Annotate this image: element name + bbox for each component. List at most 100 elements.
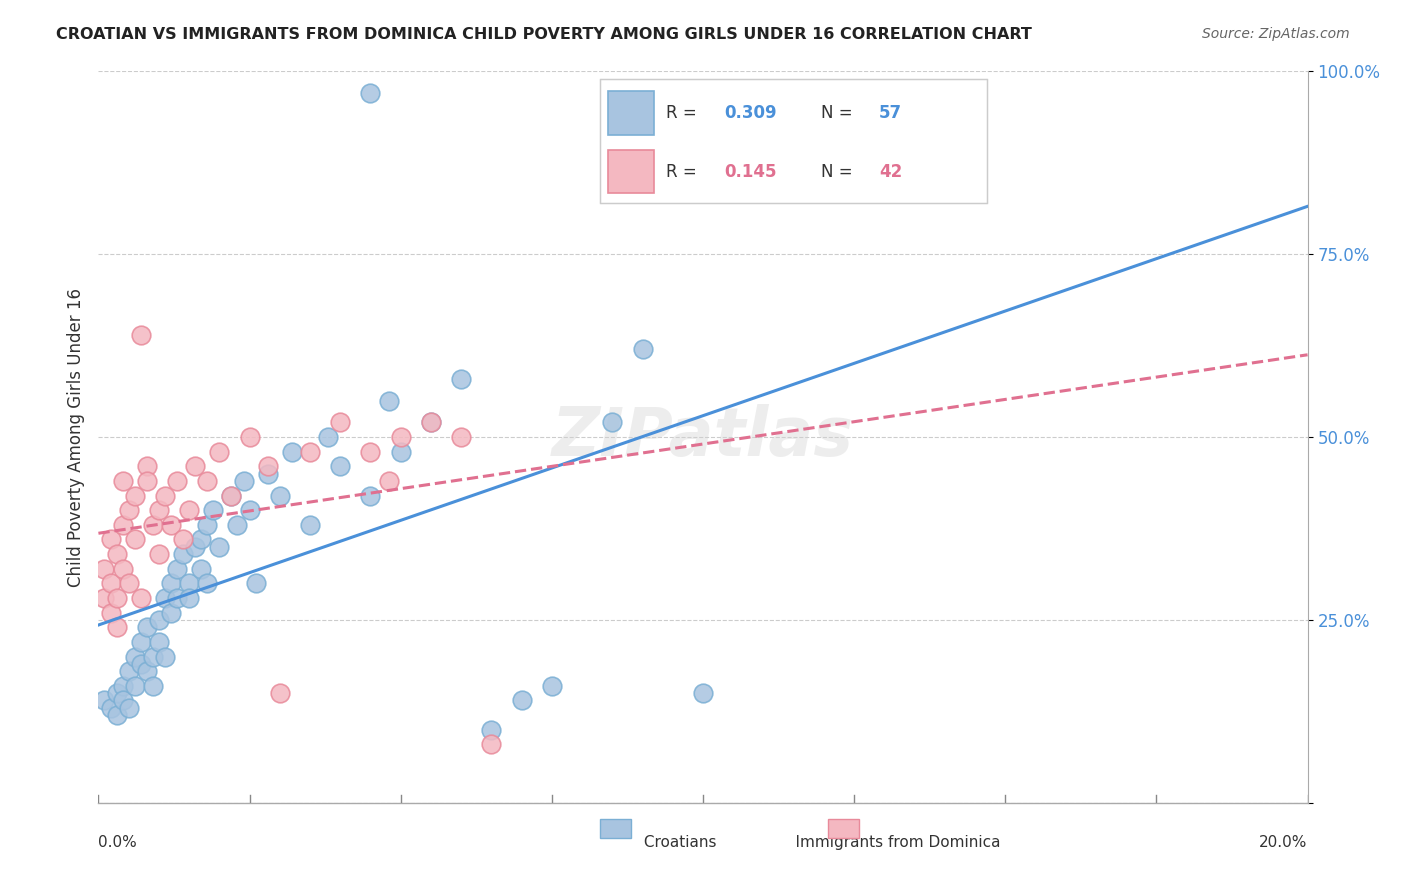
Point	[153, 489, 176, 503]
Point	[256, 467, 278, 481]
Point	[195, 474, 218, 488]
Point	[93, 693, 115, 707]
Point	[129, 327, 152, 342]
Point	[129, 635, 152, 649]
Point	[202, 503, 225, 517]
Point	[245, 576, 267, 591]
Point	[481, 723, 503, 737]
Point	[124, 649, 146, 664]
Point	[148, 635, 170, 649]
Point	[124, 489, 146, 503]
Point	[100, 606, 122, 620]
Point	[329, 416, 352, 430]
Point	[100, 700, 122, 714]
Point	[166, 562, 188, 576]
Point	[172, 547, 194, 561]
Point	[179, 591, 201, 605]
Point	[360, 444, 382, 458]
Point	[377, 474, 399, 488]
Point	[232, 474, 254, 488]
Point	[481, 737, 503, 751]
Point	[510, 693, 533, 707]
Text: ZIPatlas: ZIPatlas	[553, 404, 853, 470]
Point	[111, 474, 134, 488]
Point	[450, 371, 472, 385]
Text: Immigrants from Dominica: Immigrants from Dominica	[776, 835, 1000, 850]
Point	[179, 503, 201, 517]
Point	[360, 489, 382, 503]
Point	[93, 591, 115, 605]
Point	[160, 517, 183, 532]
Point	[118, 503, 141, 517]
Point	[631, 343, 654, 357]
Point	[172, 533, 194, 547]
Bar	[600, 819, 631, 838]
Point	[100, 533, 122, 547]
Point	[160, 576, 183, 591]
Point	[389, 444, 412, 458]
Point	[153, 649, 176, 664]
Point	[142, 517, 165, 532]
Point	[420, 416, 443, 430]
Point	[208, 540, 231, 554]
Point	[420, 416, 443, 430]
Point	[93, 562, 115, 576]
Point	[256, 459, 278, 474]
Point	[105, 620, 128, 634]
Point	[195, 517, 218, 532]
Point	[239, 430, 262, 444]
Point	[316, 430, 339, 444]
Point	[281, 444, 304, 458]
Point	[118, 576, 141, 591]
Point	[360, 87, 382, 101]
Point	[148, 547, 170, 561]
Point	[226, 517, 249, 532]
Point	[179, 576, 201, 591]
Text: Croatians: Croatians	[600, 835, 717, 850]
Point	[111, 693, 134, 707]
Point	[184, 459, 207, 474]
Point	[540, 679, 562, 693]
Point	[208, 444, 231, 458]
Point	[377, 393, 399, 408]
Point	[299, 517, 322, 532]
Point	[450, 430, 472, 444]
Point	[105, 708, 128, 723]
Point	[129, 591, 152, 605]
Point	[124, 533, 146, 547]
Point	[135, 620, 157, 634]
Text: 20.0%: 20.0%	[1260, 835, 1308, 850]
Point	[148, 613, 170, 627]
Text: CROATIAN VS IMMIGRANTS FROM DOMINICA CHILD POVERTY AMONG GIRLS UNDER 16 CORRELAT: CROATIAN VS IMMIGRANTS FROM DOMINICA CHI…	[56, 27, 1032, 42]
Point	[105, 686, 128, 700]
Point	[153, 591, 176, 605]
Point	[221, 489, 243, 503]
Point	[105, 591, 128, 605]
Point	[190, 562, 212, 576]
Point	[269, 686, 291, 700]
Point	[118, 700, 141, 714]
Point	[221, 489, 243, 503]
Point	[142, 679, 165, 693]
Point	[602, 416, 624, 430]
Point	[129, 657, 152, 671]
Point	[135, 474, 157, 488]
Point	[195, 576, 218, 591]
Point	[389, 430, 412, 444]
Point	[124, 679, 146, 693]
Point	[299, 444, 322, 458]
Point	[239, 503, 262, 517]
Text: 0.0%: 0.0%	[98, 835, 138, 850]
Point	[166, 591, 188, 605]
Point	[135, 459, 157, 474]
Point	[692, 686, 714, 700]
Point	[111, 679, 134, 693]
Point	[148, 503, 170, 517]
Point	[160, 606, 183, 620]
Y-axis label: Child Poverty Among Girls Under 16: Child Poverty Among Girls Under 16	[66, 287, 84, 587]
Point	[184, 540, 207, 554]
Point	[105, 547, 128, 561]
Point	[329, 459, 352, 474]
Point	[111, 562, 134, 576]
Point	[190, 533, 212, 547]
